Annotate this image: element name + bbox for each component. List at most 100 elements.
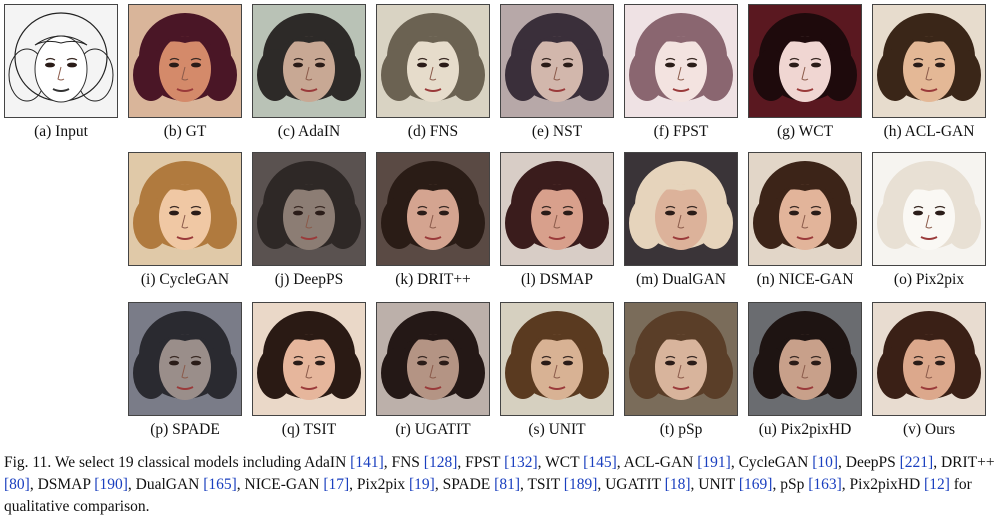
figure-panel: (l) DSMAP (497, 152, 617, 289)
figure-caption: Fig. 11. We select 19 classical models i… (4, 452, 996, 518)
caption-text: , DeepPS (838, 454, 900, 471)
caption-text: for qualitative comparison. (4, 476, 972, 515)
panel-label: (i) CycleGAN (140, 271, 230, 288)
figure-panel: (i) CycleGAN (125, 152, 245, 289)
caption-text: , DRIT++ (933, 454, 995, 471)
portrait-image (624, 152, 738, 266)
caption-text: , TSIT (519, 476, 564, 493)
portrait-image (376, 152, 490, 266)
panel-label: (e) NST (531, 123, 583, 140)
citation-link[interactable]: [132] (504, 454, 538, 471)
panel-label: (h) ACL-GAN (883, 123, 975, 140)
panel-label: (l) DSMAP (521, 271, 593, 288)
panel-label: (s) UNIT (528, 421, 586, 438)
portrait-image (624, 4, 738, 118)
figure-panel: (a) Input (1, 4, 121, 141)
citation-link[interactable]: [141] (350, 454, 384, 471)
panel-label: (v) Ours (902, 421, 956, 438)
citation-link[interactable]: [169] (738, 476, 773, 493)
figure-panel: (e) NST (497, 4, 617, 141)
figure-panel: (u) Pix2pixHD (745, 302, 865, 439)
figure-panel: (m) DualGAN (621, 152, 741, 289)
portrait-image (872, 302, 986, 416)
portrait-image (872, 152, 986, 266)
panel-label: (g) WCT (776, 123, 834, 140)
caption-text: , UGATIT (597, 476, 665, 493)
portrait-image (252, 152, 366, 266)
caption-text: , UNIT (690, 476, 739, 493)
portrait-image (252, 4, 366, 118)
figure-panel: (p) SPADE (125, 302, 245, 439)
citation-link[interactable]: [145] (583, 454, 617, 471)
panel-label: (d) FNS (407, 123, 459, 140)
caption-text: , ACL-GAN (616, 454, 698, 471)
caption-text: , FPST (457, 454, 505, 471)
caption-text: , DualGAN (127, 476, 204, 493)
portrait-image (376, 4, 490, 118)
portrait-image (500, 152, 614, 266)
portrait-image (376, 302, 490, 416)
citation-link[interactable]: [128] (423, 454, 458, 471)
citation-link[interactable]: [165] (203, 476, 237, 493)
figure-panel: (q) TSIT (249, 302, 369, 439)
figure-panel: (o) Pix2pix (869, 152, 989, 289)
panel-label: (f) FPST (653, 123, 709, 140)
panel-label: (o) Pix2pix (893, 271, 965, 288)
panel-label: (b) GT (163, 123, 207, 140)
citation-link[interactable]: [189] (563, 476, 598, 493)
portrait-image (128, 4, 242, 118)
citation-link[interactable]: [12] (924, 476, 950, 493)
portrait-image (252, 302, 366, 416)
figure-grid: (a) Input (b) GT (c) AdaIN (d) FNS (e) NST (f… (1, 4, 989, 439)
figure-panel: (d) FNS (373, 4, 493, 141)
panel-label: (k) DRIT++ (395, 271, 471, 288)
citation-link[interactable]: [80] (4, 476, 30, 493)
portrait-image (128, 302, 242, 416)
citation-link[interactable]: [221] (899, 454, 934, 471)
citation-link[interactable]: [19] (409, 476, 435, 493)
caption-text: , FNS (383, 454, 424, 471)
panel-label: (c) AdaIN (277, 123, 341, 140)
panel-label: (m) DualGAN (636, 271, 726, 288)
figure-panel: (g) WCT (745, 4, 865, 141)
caption-lead: Fig. 11. We select 19 classical models i… (4, 454, 351, 471)
portrait-image (748, 302, 862, 416)
panel-label: (u) Pix2pixHD (758, 421, 852, 438)
citation-link[interactable]: [81] (494, 476, 520, 493)
figure-panel: (b) GT (125, 4, 245, 141)
citation-link[interactable]: [10] (812, 454, 839, 471)
citation-link[interactable]: [190] (94, 476, 128, 493)
panel-label: (t) pSp (659, 421, 703, 438)
portrait-image (500, 302, 614, 416)
caption-text: , Pix2pix (349, 476, 410, 493)
figure-panel: (j) DeepPS (249, 152, 369, 289)
caption-text: , Pix2pixHD (841, 476, 925, 493)
citation-link[interactable]: [17] (323, 476, 350, 493)
figure-panel: (t) pSp (621, 302, 741, 439)
portrait-image (128, 152, 242, 266)
caption-text: , SPADE (434, 476, 495, 493)
citation-link[interactable]: [163] (808, 476, 842, 493)
caption-text: , pSp (772, 476, 809, 493)
figure-panel: (r) UGATIT (373, 302, 493, 439)
portrait-image (624, 302, 738, 416)
caption-text: , CycleGAN (730, 454, 813, 471)
caption-text: , NICE-GAN (236, 476, 324, 493)
figure-panel: (n) NICE-GAN (745, 152, 865, 289)
figure-panel: (c) AdaIN (249, 4, 369, 141)
citation-link[interactable]: [18] (664, 476, 691, 493)
panel-label: (q) TSIT (281, 421, 337, 438)
portrait-image (872, 4, 986, 118)
portrait-image (748, 152, 862, 266)
figure-panel: (f) FPST (621, 4, 741, 141)
figure-panel: (s) UNIT (497, 302, 617, 439)
figure-panel: (h) ACL-GAN (869, 4, 989, 141)
figure-panel: (k) DRIT++ (373, 152, 493, 289)
panel-label: (r) UGATIT (395, 421, 471, 438)
panel-label: (j) DeepPS (274, 271, 344, 288)
caption-text: , DSMAP (29, 476, 95, 493)
portrait-image (4, 4, 118, 118)
citation-link[interactable]: [191] (697, 454, 731, 471)
panel-label: (n) NICE-GAN (756, 271, 854, 288)
caption-text: , WCT (537, 454, 584, 471)
